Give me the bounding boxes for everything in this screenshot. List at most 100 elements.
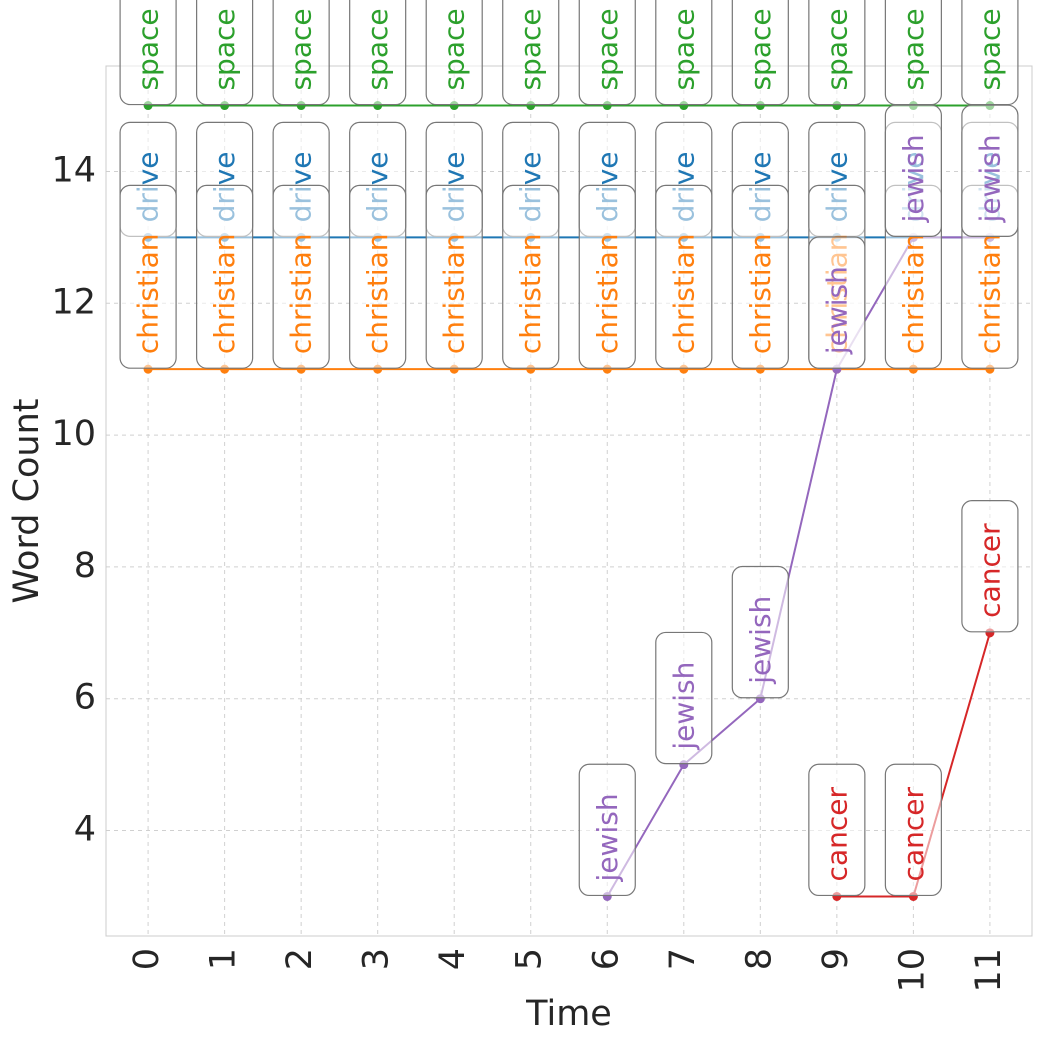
label-text-cancer: cancer bbox=[820, 787, 853, 882]
y-tick-label: 14 bbox=[51, 150, 96, 190]
point-label-space: space bbox=[808, 0, 866, 106]
x-axis-label: Time bbox=[525, 994, 612, 1034]
label-text-christian: christian bbox=[132, 233, 165, 354]
point-label-space: space bbox=[272, 0, 330, 106]
y-tick-label: 4 bbox=[74, 810, 96, 850]
point-label-jewish: jewish bbox=[961, 104, 1019, 237]
label-box bbox=[961, 0, 1019, 106]
x-tick-label: 0 bbox=[127, 948, 167, 970]
label-box bbox=[578, 0, 636, 106]
label-box bbox=[119, 184, 177, 369]
label-text-space: space bbox=[820, 8, 853, 90]
point-label-space: space bbox=[196, 0, 254, 106]
label-text-cancer: cancer bbox=[973, 523, 1006, 618]
plot-frame bbox=[105, 65, 1033, 937]
label-text-christian: christian bbox=[667, 233, 700, 354]
point-label-christian: christian bbox=[349, 184, 407, 369]
point-label-space: space bbox=[884, 0, 942, 106]
label-text-jewish: jewish bbox=[973, 134, 1006, 223]
point-label-jewish: jewish bbox=[655, 631, 713, 765]
point-label-cancer: cancer bbox=[961, 500, 1019, 633]
point-label-christian: christian bbox=[502, 184, 560, 369]
series-lines bbox=[143, 101, 995, 901]
point-label-cancer: cancer bbox=[884, 763, 942, 897]
label-box bbox=[808, 236, 866, 369]
point-labels: space space space space space space space space… bbox=[119, 0, 1019, 897]
label-box bbox=[731, 0, 789, 106]
label-box bbox=[349, 0, 407, 106]
point-label-space: space bbox=[961, 0, 1019, 106]
y-axis-ticks: 4 6 8 10 12 14 bbox=[51, 150, 96, 849]
label-text-christian: christian bbox=[361, 233, 394, 354]
label-box bbox=[502, 184, 560, 369]
label-box bbox=[502, 0, 560, 106]
label-box bbox=[808, 0, 866, 106]
label-text-space: space bbox=[132, 8, 165, 90]
x-tick-label: 10 bbox=[892, 948, 932, 993]
label-text-christian: christian bbox=[285, 233, 318, 354]
label-text-space: space bbox=[285, 8, 318, 90]
label-text-christian: christian bbox=[973, 233, 1006, 354]
label-text-space: space bbox=[973, 8, 1006, 90]
point-label-jewish: jewish bbox=[578, 763, 636, 897]
point-label-jewish: jewish bbox=[731, 565, 789, 699]
label-text-jewish: jewish bbox=[820, 266, 853, 355]
label-box bbox=[655, 0, 713, 106]
y-tick-label: 8 bbox=[74, 546, 96, 586]
point-label-christian: christian bbox=[196, 184, 254, 369]
point-label-christian: christian bbox=[272, 184, 330, 369]
y-axis-label: Word Count bbox=[7, 398, 47, 603]
y-tick-label: 6 bbox=[74, 678, 96, 718]
label-text-space: space bbox=[744, 8, 777, 90]
label-box bbox=[349, 184, 407, 369]
point-label-space: space bbox=[425, 0, 483, 106]
point-label-space: space bbox=[119, 0, 177, 106]
x-tick-label: 8 bbox=[739, 948, 779, 970]
label-text-space: space bbox=[514, 8, 547, 90]
label-box bbox=[196, 184, 254, 369]
label-box bbox=[884, 104, 942, 237]
label-text-jewish: jewish bbox=[744, 596, 777, 685]
label-box bbox=[425, 0, 483, 106]
x-tick-label: 4 bbox=[433, 948, 473, 970]
label-text-christian: christian bbox=[591, 233, 624, 354]
label-box bbox=[655, 184, 713, 369]
point-label-space: space bbox=[502, 0, 560, 106]
x-tick-label: 7 bbox=[663, 948, 703, 970]
label-text-christian: christian bbox=[208, 233, 241, 354]
label-text-space: space bbox=[361, 8, 394, 90]
label-text-christian: christian bbox=[514, 233, 547, 354]
label-box bbox=[119, 0, 177, 106]
point-label-space: space bbox=[349, 0, 407, 106]
x-tick-label: 1 bbox=[204, 948, 244, 970]
label-text-space: space bbox=[208, 8, 241, 90]
label-text-space: space bbox=[591, 8, 624, 90]
label-box bbox=[655, 631, 713, 765]
point-label-christian: christian bbox=[655, 184, 713, 369]
label-text-christian: christian bbox=[744, 233, 777, 354]
label-text-jewish: jewish bbox=[667, 662, 700, 751]
label-box bbox=[808, 763, 866, 897]
label-text-space: space bbox=[667, 8, 700, 90]
x-tick-label: 5 bbox=[510, 948, 550, 970]
label-box bbox=[961, 500, 1019, 633]
label-text-space: space bbox=[897, 8, 930, 90]
point-label-cancer: cancer bbox=[808, 763, 866, 897]
label-text-christian: christian bbox=[897, 233, 930, 354]
label-text-jewish: jewish bbox=[897, 134, 930, 223]
label-text-space: space bbox=[438, 8, 471, 90]
label-text-cancer: cancer bbox=[897, 787, 930, 882]
label-box bbox=[272, 184, 330, 369]
label-box bbox=[884, 0, 942, 106]
point-label-christian: christian bbox=[425, 184, 483, 369]
point-label-space: space bbox=[655, 0, 713, 106]
x-tick-label: 3 bbox=[357, 948, 397, 970]
x-axis-ticks: 0 1 2 3 4 5 6 7 8 9 10 11 bbox=[127, 948, 1009, 993]
point-label-christian: christian bbox=[119, 184, 177, 369]
label-box bbox=[578, 763, 636, 897]
point-label-christian: christian bbox=[731, 184, 789, 369]
label-box bbox=[425, 184, 483, 369]
label-box bbox=[196, 0, 254, 106]
x-tick-label: 11 bbox=[969, 948, 1009, 993]
x-tick-label: 9 bbox=[816, 948, 856, 970]
